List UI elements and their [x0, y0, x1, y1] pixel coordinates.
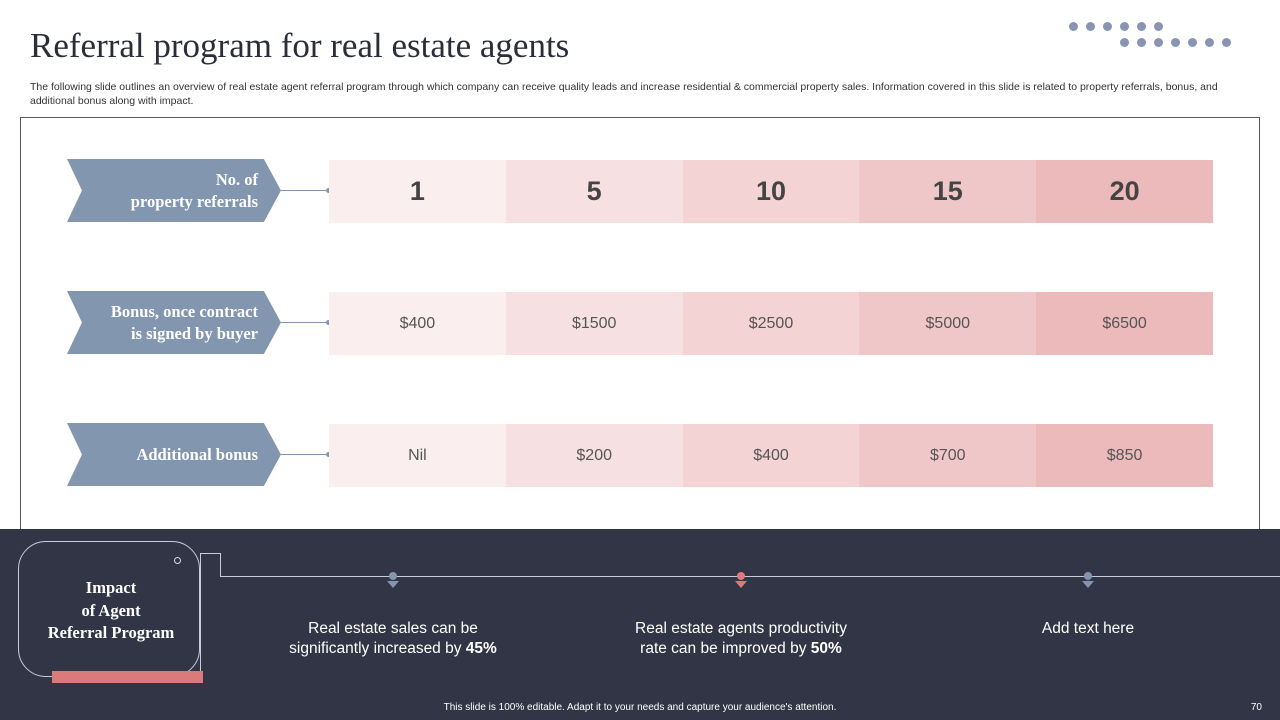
table-cell: $200	[505, 424, 683, 487]
timeline-marker-icon	[735, 572, 747, 592]
table-cell: 20	[1036, 160, 1213, 223]
row-label-text: Bonus, once contract is signed by buyer	[110, 301, 258, 343]
connector-line	[220, 553, 221, 577]
impact-item-text: Add text here	[1041, 620, 1135, 637]
row-connector	[281, 188, 331, 193]
table-cell: $2500	[682, 292, 860, 355]
impact-title-box	[18, 541, 200, 677]
table-cell: 5	[505, 160, 683, 223]
table-cell: $700	[859, 424, 1037, 487]
impact-timeline	[220, 576, 1280, 577]
timeline-marker-icon	[387, 572, 399, 592]
table-cell: $5000	[859, 292, 1037, 355]
impact-item-productivity: Real estate agents productivity rate can…	[621, 619, 861, 658]
row-label-text: Additional bonus	[136, 444, 258, 464]
page-title: Referral program for real estate agents	[30, 26, 570, 65]
footer-note: This slide is 100% editable. Adapt it to…	[443, 702, 837, 713]
impact-section	[0, 529, 1280, 720]
row-label-additional-bonus: Additional bonus	[67, 423, 281, 486]
impact-item-text: Real estate sales can be significantly i…	[289, 620, 478, 657]
page-number: 70	[1250, 702, 1262, 713]
table-cell: $400	[329, 292, 506, 355]
connector-line	[200, 553, 201, 671]
row-label-referrals: No. of property referrals	[67, 159, 281, 222]
table-cell: 15	[859, 160, 1037, 223]
table-cell: 1	[329, 160, 506, 223]
table-cell: $400	[682, 424, 860, 487]
row-label-bonus: Bonus, once contract is signed by buyer	[67, 291, 281, 354]
table-cell: $850	[1036, 424, 1213, 487]
row-connector	[281, 320, 331, 325]
row-additional-bonus-values: Nil $200 $400 $700 $850	[329, 424, 1213, 487]
row-connector	[281, 452, 331, 457]
row-bonus-values: $400 $1500 $2500 $5000 $6500	[329, 292, 1213, 355]
impact-title: Impact of Agent Referral Program	[47, 578, 175, 642]
row-label-text: No. of property referrals	[130, 169, 258, 211]
impact-item-highlight: 50%	[810, 639, 842, 657]
impact-item-highlight: 45%	[465, 639, 497, 657]
impact-accent-bar	[52, 671, 203, 683]
table-cell: Nil	[329, 424, 506, 487]
timeline-marker-icon	[1082, 572, 1094, 592]
connector-line	[200, 553, 221, 554]
impact-item-text: Real estate agents productivity rate can…	[635, 620, 847, 657]
page-subtitle: The following slide outlines an overview…	[30, 81, 1218, 107]
table-cell: $6500	[1036, 292, 1213, 355]
row-referral-values: 1 5 10 15 20	[329, 160, 1213, 223]
table-cell: $1500	[505, 292, 683, 355]
table-cell: 10	[682, 160, 860, 223]
impact-item-sales: Real estate sales can be significantly i…	[273, 619, 513, 658]
impact-item-placeholder: Add text here	[968, 619, 1208, 639]
